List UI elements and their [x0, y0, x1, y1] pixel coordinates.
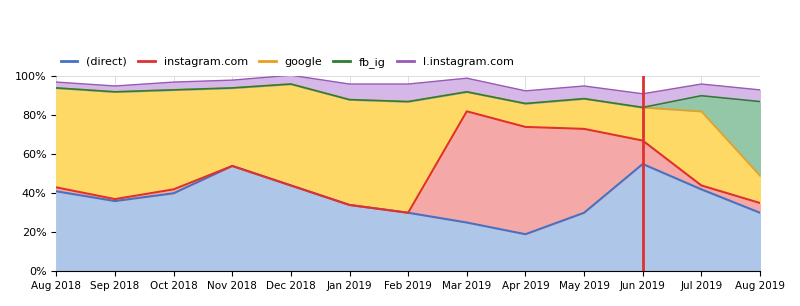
Legend: (direct), instagram.com, google, fb_ig, l.instagram.com: (direct), instagram.com, google, fb_ig, …: [56, 53, 518, 72]
